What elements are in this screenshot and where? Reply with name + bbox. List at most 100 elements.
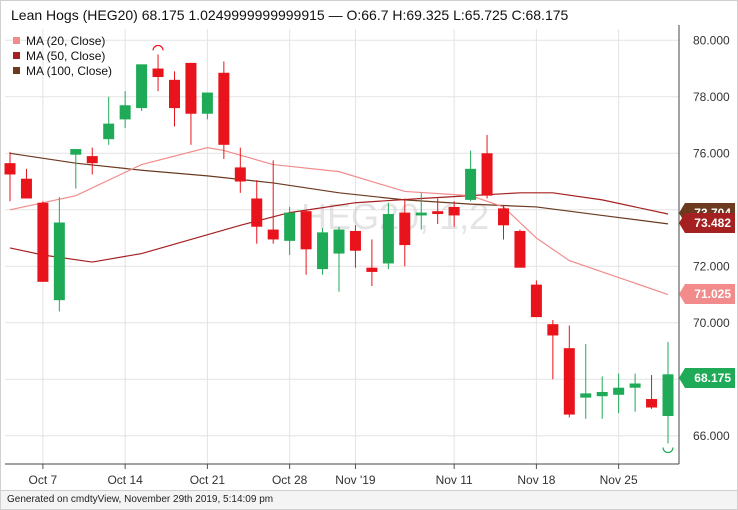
candle-body <box>37 202 49 282</box>
x-tick-label: Oct 21 <box>190 473 226 487</box>
candle <box>613 373 625 414</box>
candle-body <box>349 230 361 251</box>
ma100-line <box>9 152 669 225</box>
candle-body <box>317 232 329 270</box>
candle-body <box>498 208 509 226</box>
candle-body <box>251 198 263 227</box>
price-tag-bg <box>679 368 735 388</box>
candle-body <box>300 211 312 250</box>
ma20-swatch-icon <box>13 37 20 44</box>
legend: MA (20, Close) MA (50, Close) MA (100, C… <box>13 33 112 78</box>
candle-body <box>662 374 674 416</box>
price-tag: 73.482 <box>679 213 735 233</box>
chart-title: Lean Hogs (HEG20) 68.175 1.0249999999999… <box>11 7 569 23</box>
candle <box>514 229 526 268</box>
legend-label: MA (20, Close) <box>26 33 106 48</box>
candle-body <box>448 206 460 216</box>
legend-item-ma100[interactable]: MA (100, Close) <box>13 63 112 78</box>
candle <box>662 341 674 444</box>
y-tick-label: 80.000 <box>693 33 730 47</box>
candle <box>234 147 246 193</box>
candle <box>563 325 575 418</box>
legend-item-ma20[interactable]: MA (20, Close) <box>13 33 112 48</box>
candle <box>333 226 345 292</box>
axes <box>5 25 680 469</box>
ma20-line <box>9 147 669 296</box>
x-tick-label: Nov 25 <box>600 473 638 487</box>
price-tag-label: 73.482 <box>694 216 731 230</box>
candle-body <box>169 79 180 109</box>
candle-body <box>465 168 477 200</box>
low-marker-icon <box>662 447 674 454</box>
candle-body <box>596 391 608 397</box>
price-tag-label: 68.175 <box>694 371 731 385</box>
candle-body <box>267 229 279 240</box>
x-tick-label: Nov 11 <box>436 473 473 487</box>
candle <box>596 376 608 419</box>
candle <box>415 192 427 230</box>
y-tick-label: 70.000 <box>693 316 730 330</box>
candle <box>300 209 312 275</box>
y-tick-label: 76.000 <box>693 146 730 160</box>
ma50-swatch-icon <box>13 52 20 59</box>
x-tick-label: Oct 7 <box>29 473 58 487</box>
ma50-line <box>9 192 669 263</box>
price-chart[interactable]: HEG20, 1,2 66.00068.00070.00072.00074.00… <box>1 1 737 491</box>
candle <box>136 64 148 111</box>
candle <box>20 168 32 199</box>
candle <box>267 160 279 244</box>
candle <box>86 147 98 175</box>
candle-body <box>399 212 411 246</box>
candle-body <box>613 387 625 395</box>
y-tick-label: 66.000 <box>693 429 730 443</box>
markers <box>152 44 674 454</box>
moving-averages <box>9 147 669 296</box>
candle-body <box>432 211 444 215</box>
legend-label: MA (100, Close) <box>26 63 113 78</box>
candle <box>37 201 49 282</box>
candle <box>152 54 164 92</box>
candle <box>251 180 263 244</box>
candle <box>465 150 477 202</box>
candle-body <box>53 222 65 301</box>
candle <box>448 201 460 227</box>
candle <box>317 228 329 275</box>
candle-body <box>4 163 16 175</box>
candle-body <box>646 399 658 408</box>
candle-body <box>514 230 526 268</box>
legend-item-ma50[interactable]: MA (50, Close) <box>13 48 112 63</box>
candle <box>103 96 115 145</box>
candle-body <box>136 64 148 109</box>
candle <box>646 375 658 409</box>
candle-body <box>481 153 493 196</box>
candle <box>530 280 542 318</box>
candle <box>366 239 378 287</box>
price-tag: 71.025 <box>679 284 735 304</box>
candle <box>53 197 65 312</box>
y-tick-label: 72.000 <box>693 259 730 273</box>
footer: Generated on cmdtyView, November 29th 20… <box>1 490 737 509</box>
price-tag: 68.175 <box>679 368 735 388</box>
candle <box>432 198 444 224</box>
x-tick-label: Oct 28 <box>272 473 308 487</box>
x-tick-label: Nov '19 <box>335 473 376 487</box>
candle <box>382 202 394 270</box>
candle-body <box>119 105 131 120</box>
candle-body <box>86 156 98 164</box>
candle <box>218 61 230 159</box>
candle-body <box>103 123 115 140</box>
candle-body <box>547 324 559 336</box>
ma100-swatch-icon <box>13 67 20 74</box>
price-tag-bg <box>679 284 735 304</box>
x-tick-label: Nov 18 <box>517 473 555 487</box>
y-tick-label: 78.000 <box>693 90 730 104</box>
candle <box>580 343 592 419</box>
candle-body <box>70 149 82 155</box>
candles <box>4 54 674 444</box>
price-tag-bg <box>679 213 735 233</box>
candle-body <box>152 68 164 78</box>
candle <box>498 205 509 240</box>
high-marker-icon <box>152 44 164 51</box>
x-tick-label: Oct 14 <box>107 473 143 487</box>
